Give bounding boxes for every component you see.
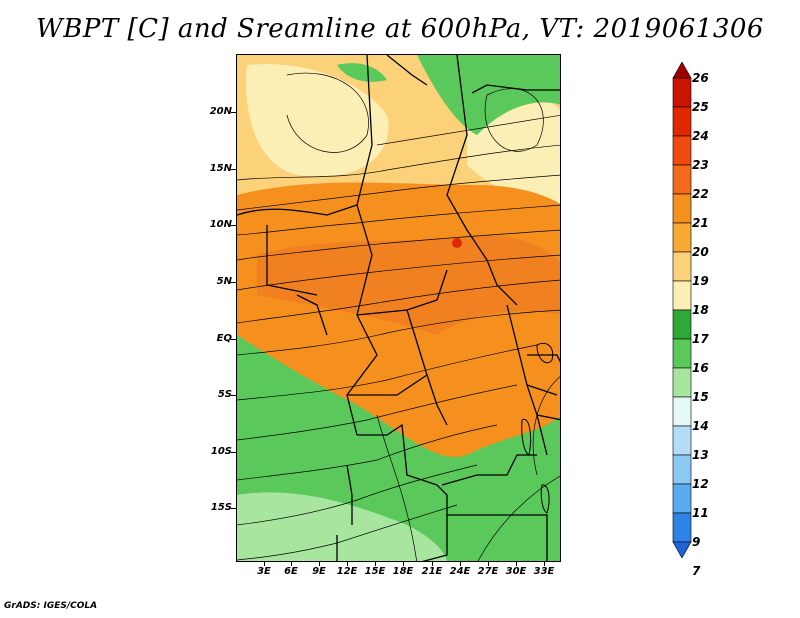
colorbar-label: 24: [692, 129, 709, 143]
lat-tick: [231, 112, 236, 113]
colorbar-segment: [672, 193, 692, 224]
colorbar-label: 21: [692, 216, 709, 230]
colorbar-label: 13: [692, 448, 709, 462]
lon-tick: [264, 561, 265, 566]
colorbar-segment: [672, 396, 692, 427]
map-panel: [236, 54, 561, 562]
lat-tick: [231, 508, 236, 509]
lon-label-3e: 3E: [257, 566, 271, 577]
lon-label-21e: 21E: [421, 566, 443, 577]
colorbar-label: 25: [692, 100, 709, 114]
field-lightyellow-nw: [246, 64, 389, 177]
colorbar-label: 17: [692, 332, 709, 346]
lat-label-15s: 15S: [210, 502, 232, 513]
colorbar-label: 19: [692, 274, 709, 288]
colorbar-segment: [672, 77, 692, 108]
field-green-ne: [417, 55, 560, 135]
credit-text: GrADS: IGES/COLA: [4, 601, 98, 611]
colorbar-label: 12: [692, 477, 709, 491]
colorbar-label: 26: [692, 71, 709, 85]
colorbar-segment: [672, 62, 692, 79]
lon-label-18e: 18E: [392, 566, 414, 577]
colorbar: [672, 62, 692, 558]
lon-label-6e: 6E: [284, 566, 298, 577]
colorbar-label: 18: [692, 303, 709, 317]
lat-label-10n: 10N: [209, 219, 232, 230]
map-canvas: [237, 55, 560, 561]
colorbar-label: 22: [692, 187, 709, 201]
lon-label-33e: 33E: [533, 566, 555, 577]
field-red-spot: [452, 238, 462, 248]
lat-tick: [231, 282, 236, 283]
colorbar-segment: [672, 338, 692, 369]
lon-tick: [319, 561, 320, 566]
lon-tick: [516, 561, 517, 566]
lon-label-15e: 15E: [364, 566, 386, 577]
lon-label-27e: 27E: [477, 566, 499, 577]
field-deep-orange: [257, 235, 560, 335]
streamlines: [237, 72, 560, 561]
chart-title: WBPT [C] and Sreamline at 600hPa, VT: 20…: [36, 14, 764, 44]
lon-tick: [403, 561, 404, 566]
colorbar-segment: [672, 135, 692, 166]
colorbar-segment: [672, 309, 692, 340]
lat-tick: [231, 169, 236, 170]
field-green-patch: [337, 63, 387, 82]
lakes: [521, 342, 554, 514]
lon-tick: [347, 561, 348, 566]
colorbar-label: 14: [692, 419, 709, 433]
colorbar-segment: [672, 222, 692, 253]
colorbar-segment: [672, 280, 692, 311]
lon-label-30e: 30E: [505, 566, 527, 577]
lat-label-5s: 5S: [217, 389, 232, 400]
colorbar-label: 15: [692, 390, 709, 404]
colorbar-segment: [672, 251, 692, 282]
colorbar-label: 23: [692, 158, 709, 172]
colorbar-segment: [672, 512, 692, 543]
lon-tick: [432, 561, 433, 566]
lon-tick: [544, 561, 545, 566]
lat-tick: [231, 395, 236, 396]
lat-label-5n: 5N: [216, 276, 232, 287]
lat-tick: [231, 225, 236, 226]
lon-tick: [488, 561, 489, 566]
colorbar-label: 9: [692, 535, 701, 549]
lon-label-9e: 9E: [312, 566, 326, 577]
lon-tick: [375, 561, 376, 566]
lat-label-20n: 20N: [209, 106, 232, 117]
lon-tick: [291, 561, 292, 566]
lat-tick: [231, 339, 236, 340]
colorbar-label: 20: [692, 245, 709, 259]
colorbar-segment: [672, 454, 692, 485]
colorbar-label: 7: [692, 564, 701, 578]
colorbar-label: 16: [692, 361, 709, 375]
country-borders: [237, 55, 560, 561]
colorbar-segment: [672, 425, 692, 456]
lon-label-24e: 24E: [449, 566, 471, 577]
lat-label-eq: EQ: [216, 333, 232, 344]
lat-label-15n: 15N: [209, 163, 232, 174]
lat-label-10s: 10S: [210, 446, 232, 457]
colorbar-segment: [672, 541, 692, 558]
colorbar-segment: [672, 106, 692, 137]
colorbar-segment: [672, 367, 692, 398]
lat-tick: [231, 452, 236, 453]
colorbar-segment: [672, 483, 692, 514]
field-lightgreen-sw: [237, 492, 447, 561]
lon-label-12e: 12E: [336, 566, 358, 577]
colorbar-label: 11: [692, 506, 709, 520]
lon-tick: [460, 561, 461, 566]
colorbar-segment: [672, 164, 692, 195]
